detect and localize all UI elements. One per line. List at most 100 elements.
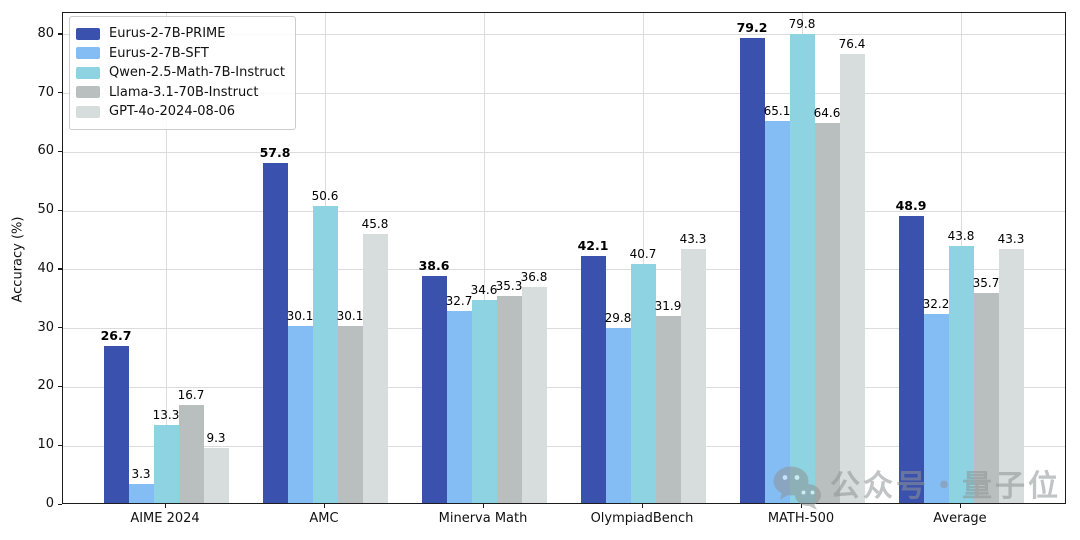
bar (630, 263, 656, 503)
y-tick-label: 0 (45, 496, 54, 511)
x-tick-mark (323, 504, 325, 508)
gridline-h (63, 386, 1065, 388)
legend-swatch (76, 27, 100, 40)
bar-value-label: 50.6 (311, 188, 339, 203)
bar (655, 315, 681, 503)
bar-value-label: 43.3 (997, 231, 1025, 246)
bar (789, 34, 815, 503)
x-tick-mark (959, 504, 961, 508)
legend-label: Eurus-2-7B-PRIME (109, 26, 226, 42)
bar (898, 215, 924, 503)
bar-value-label: 38.6 (418, 258, 450, 274)
gridline-h (63, 328, 1065, 330)
bar-value-label: 9.3 (206, 431, 226, 446)
bar-value-label: 13.3 (152, 407, 180, 422)
gridline-v (165, 13, 167, 503)
bar (471, 299, 497, 503)
y-tick-mark (58, 268, 62, 270)
legend-item: Qwen-2.5-Math-7B-Instruct (76, 63, 285, 83)
x-tick-mark (641, 504, 643, 508)
y-tick-mark (58, 444, 62, 446)
y-tick-mark (58, 33, 62, 35)
x-tick-mark (482, 504, 484, 508)
y-tick-label: 30 (37, 319, 54, 335)
bar-value-label: 16.7 (177, 387, 205, 402)
x-tick-label: Minerva Math (438, 511, 528, 526)
bar (998, 248, 1024, 503)
y-tick-label: 60 (37, 143, 54, 159)
bars-layer: 26.7 3.3 13.3 16.7 9.3 57.8 30.1 50.6 30.1 45.8 38… (63, 13, 1065, 503)
bar (128, 483, 154, 503)
bar-value-label: 43.8 (947, 228, 975, 243)
bar (839, 54, 865, 503)
bar-value-label: 79.2 (736, 19, 768, 35)
legend: Eurus-2-7B-PRIME Eurus-2-7B-SFT Qwen-2.5-M… (69, 16, 297, 130)
bar-value-label: 45.8 (361, 216, 389, 231)
y-tick-mark (58, 503, 62, 505)
bar (203, 448, 229, 503)
x-tick-label: MATH-500 (767, 511, 835, 526)
legend-swatch (76, 47, 100, 60)
gridline-h (63, 445, 1065, 447)
y-tick-mark (58, 385, 62, 388)
legend-item: Eurus-2-7B-PRIME (76, 24, 285, 44)
bar (362, 233, 388, 503)
bar (496, 295, 522, 503)
bar (764, 120, 790, 503)
bar-value-label: 65.1 (763, 103, 791, 118)
bar-value-label: 34.6 (470, 282, 498, 297)
bar-value-label: 29.8 (604, 310, 632, 325)
bar (521, 286, 547, 503)
y-tick-label: 50 (37, 202, 54, 218)
bar (337, 326, 363, 503)
y-tick-mark (58, 209, 62, 211)
legend-item: GPT-4o-2024-08-06 (76, 102, 285, 122)
legend-swatch (76, 86, 100, 99)
bar (739, 37, 765, 503)
legend-label: GPT-4o-2024-08-06 (109, 104, 236, 120)
bar-value-label: 79.8 (788, 17, 816, 32)
x-tick-label: AMC (309, 511, 339, 526)
bar-value-label: 43.3 (679, 231, 707, 246)
gridline-h (63, 34, 1065, 36)
bar (178, 404, 204, 503)
gridline-h (63, 93, 1065, 95)
y-tick-mark (58, 327, 62, 329)
bar-value-label: 40.7 (629, 246, 657, 261)
bar-value-label: 26.7 (100, 328, 132, 344)
gridline-v (483, 13, 485, 503)
bar-value-label: 57.8 (259, 145, 291, 161)
bar-value-label: 32.7 (445, 293, 473, 308)
bar (973, 293, 999, 503)
bar-value-label: 36.8 (520, 269, 548, 284)
x-tick-label: Average (933, 511, 987, 526)
bar-value-label: 32.2 (922, 296, 950, 311)
y-tick-label: 40 (37, 260, 54, 276)
legend-item: Llama-3.1-70B-Instruct (76, 83, 285, 103)
gridline-h (63, 151, 1065, 153)
legend-label: Llama-3.1-70B-Instruct (109, 84, 259, 100)
y-tick-label: 70 (37, 84, 54, 100)
bar-value-label: 42.1 (577, 237, 609, 253)
legend-swatch (76, 66, 100, 79)
x-tick-mark (164, 504, 166, 508)
plot-area: 26.7 3.3 13.3 16.7 9.3 57.8 30.1 50.6 30.1 45.8 38… (62, 12, 1066, 504)
y-tick-label: 20 (37, 378, 54, 394)
bar-value-label: 35.7 (972, 276, 1000, 291)
bar-value-label: 31.9 (654, 298, 682, 313)
bar (262, 163, 288, 503)
y-tick-label: 10 (37, 437, 54, 453)
x-tick-label: OlympiadBench (590, 511, 694, 526)
bar (923, 313, 949, 503)
bar (287, 326, 313, 503)
x-tick-mark (800, 504, 802, 508)
y-tick-mark (58, 150, 62, 153)
bar-value-label: 30.1 (336, 309, 364, 324)
bar (153, 424, 179, 503)
legend-swatch (76, 105, 100, 118)
y-tick-mark (58, 92, 62, 94)
bar-value-label: 30.1 (286, 309, 314, 324)
bar (103, 346, 129, 503)
legend-item: Eurus-2-7B-SFT (76, 44, 285, 64)
